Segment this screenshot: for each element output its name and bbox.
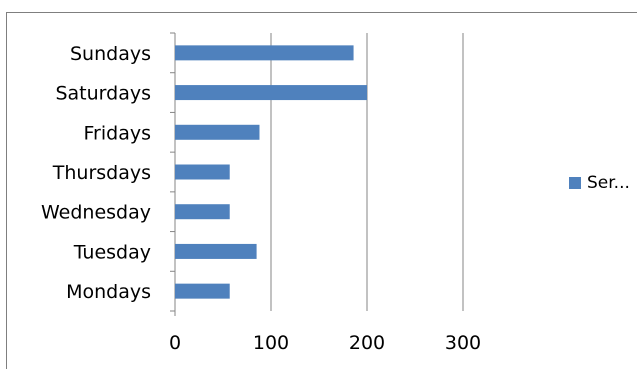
y-tick-label: Fridays — [84, 122, 151, 144]
x-tick-label: 0 — [169, 332, 181, 354]
y-tick-label: Thursdays — [52, 162, 151, 184]
bar — [175, 283, 230, 299]
y-tick-label: Tuesday — [73, 241, 151, 263]
chart-frame — [6, 12, 637, 369]
y-tick-label: Saturdays — [55, 83, 151, 105]
bar — [175, 85, 367, 101]
bar — [175, 45, 354, 61]
legend-label: Ser... — [587, 173, 630, 193]
bar — [175, 243, 257, 259]
bar — [175, 124, 260, 140]
y-tick-label: Mondays — [66, 281, 151, 303]
legend-swatch-icon — [569, 177, 581, 189]
y-tick-label: Sundays — [70, 43, 151, 65]
legend: Ser... — [569, 173, 630, 193]
x-tick-label: 300 — [445, 332, 481, 354]
x-tick-label: 100 — [253, 332, 289, 354]
bar — [175, 164, 230, 180]
bar — [175, 204, 230, 220]
y-tick-label: Wednesday — [41, 202, 151, 224]
x-tick-label: 200 — [349, 332, 385, 354]
